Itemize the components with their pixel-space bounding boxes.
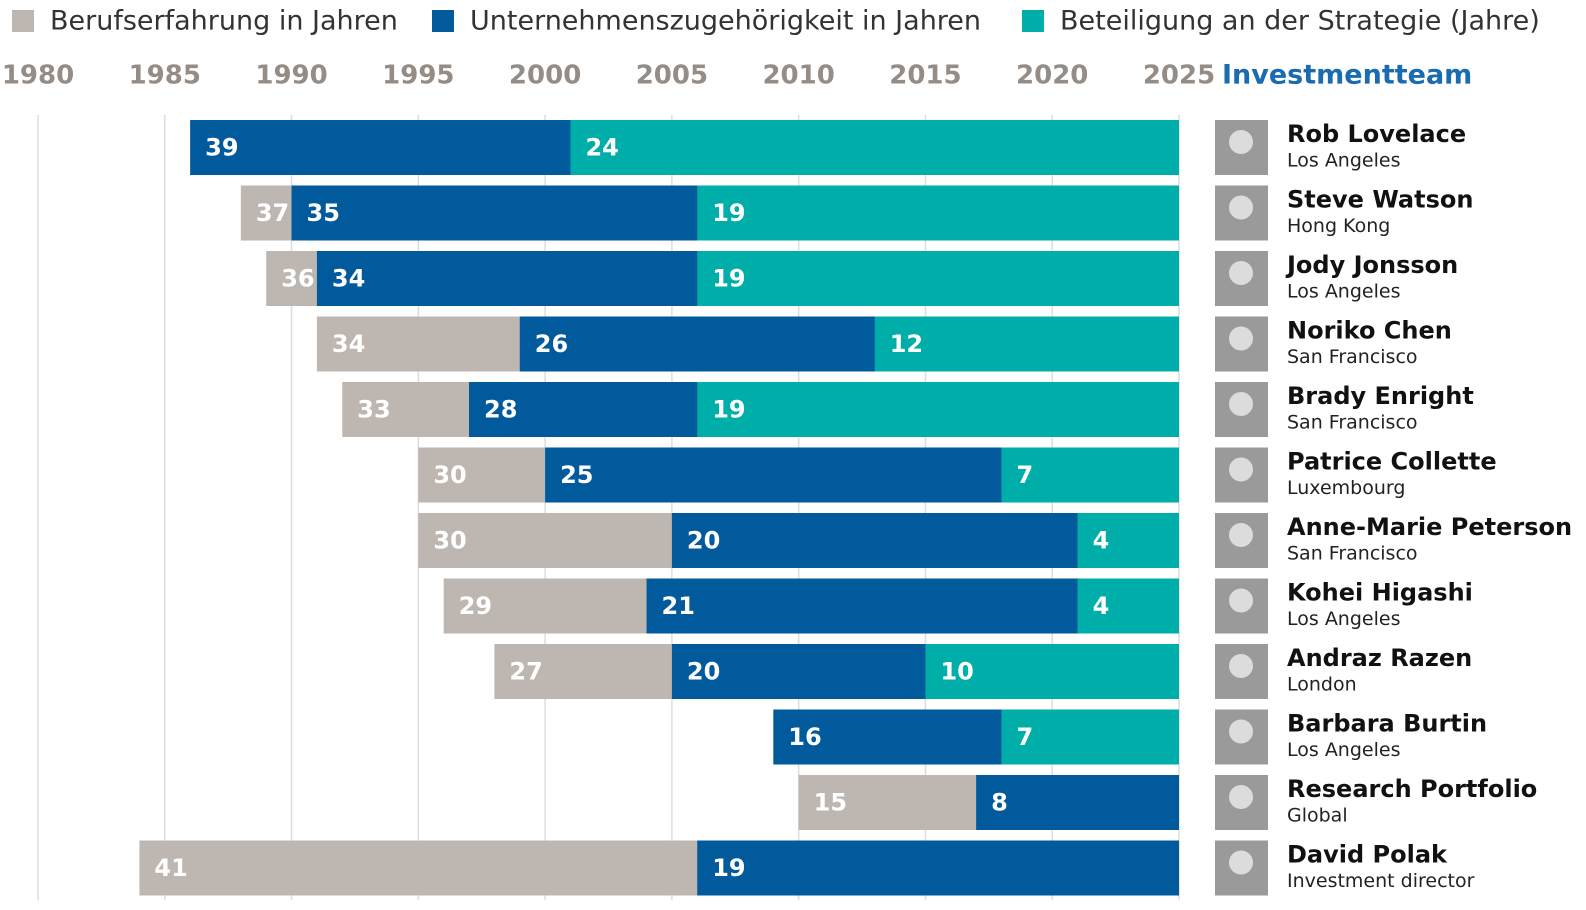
value-label: 24 <box>585 134 618 162</box>
value-label: 4 <box>1093 527 1110 555</box>
photo-head <box>1229 392 1253 416</box>
value-label: 28 <box>484 396 517 424</box>
person-location: Los Angeles <box>1287 608 1400 630</box>
value-label: 20 <box>687 658 720 686</box>
value-label: 26 <box>535 330 568 358</box>
x-tick-label: 2020 <box>1016 61 1088 91</box>
bar <box>697 251 1179 306</box>
x-tick-label: 2010 <box>762 61 834 91</box>
x-tick-label: 2025 <box>1143 61 1215 91</box>
photo-head <box>1229 588 1253 613</box>
person-location: Luxembourg <box>1287 477 1405 499</box>
photo-head <box>1229 261 1253 285</box>
photo-head <box>1229 130 1253 154</box>
value-label: 12 <box>890 330 923 358</box>
legend-swatch <box>12 10 34 32</box>
photo-head <box>1229 195 1253 220</box>
photo-head <box>1229 654 1253 678</box>
bar <box>976 775 1179 830</box>
value-label: 19 <box>712 265 745 293</box>
value-label: 8 <box>991 789 1008 817</box>
person-name: Andraz Razen <box>1287 644 1472 672</box>
person-name: David Polak <box>1287 841 1448 869</box>
person-location: Los Angeles <box>1287 150 1400 172</box>
value-label: 16 <box>788 723 821 751</box>
person-name: Kohei Higashi <box>1287 579 1473 607</box>
person-name: Noriko Chen <box>1287 317 1452 345</box>
value-label: 37 <box>256 199 289 227</box>
bar <box>697 382 1179 437</box>
value-label: 19 <box>712 854 745 882</box>
bar <box>1077 513 1179 568</box>
person-location: Global <box>1287 805 1348 827</box>
value-label: 15 <box>814 789 847 817</box>
value-label: 10 <box>940 658 973 686</box>
bar <box>1001 709 1179 765</box>
value-label: 19 <box>712 396 745 424</box>
value-label: 19 <box>712 199 745 227</box>
value-label: 41 <box>154 854 187 882</box>
x-tick-label: 2005 <box>636 61 708 91</box>
photo-head <box>1229 523 1253 547</box>
photo-head <box>1229 457 1253 482</box>
value-label: 25 <box>560 461 593 489</box>
person-location: San Francisco <box>1287 543 1418 565</box>
person-location: London <box>1287 674 1357 696</box>
photo-head <box>1229 719 1253 744</box>
person-name: Steve Watson <box>1287 186 1473 214</box>
legend-label: Berufserfahrung in Jahren <box>50 6 398 37</box>
person-location: San Francisco <box>1287 412 1418 434</box>
value-label: 36 <box>281 265 314 293</box>
person-location: San Francisco <box>1287 346 1418 368</box>
x-tick-label: 1990 <box>255 61 327 91</box>
x-tick-label: 1985 <box>129 61 201 91</box>
team-header: Investmentteam <box>1222 60 1472 91</box>
bar <box>1077 578 1179 634</box>
value-label: 34 <box>332 265 365 293</box>
bar <box>697 185 1179 241</box>
value-label: 30 <box>433 527 466 555</box>
person-name: Rob Lovelace <box>1287 120 1466 148</box>
value-label: 4 <box>1093 592 1110 620</box>
person-location: Los Angeles <box>1287 281 1400 303</box>
value-label: 7 <box>1017 723 1034 751</box>
x-tick-label: 2000 <box>509 61 581 91</box>
legend-swatch <box>1022 10 1044 32</box>
value-label: 20 <box>687 527 720 555</box>
person-name: Barbara Burtin <box>1287 710 1487 738</box>
legend-label: Beteiligung an der Strategie (Jahre) <box>1060 6 1540 37</box>
person-name: Jody Jonsson <box>1285 251 1458 279</box>
photo-head <box>1229 850 1253 875</box>
value-label: 30 <box>433 461 466 489</box>
bar <box>697 840 1179 896</box>
bar <box>1001 447 1179 503</box>
legend-label: Unternehmenszugehörigkeit in Jahren <box>470 6 981 37</box>
bar <box>925 644 1179 699</box>
value-label: 29 <box>459 592 492 620</box>
value-label: 39 <box>205 134 238 162</box>
bar <box>874 316 1179 372</box>
value-label: 35 <box>307 199 340 227</box>
person-name: Patrice Collette <box>1287 448 1497 476</box>
value-label: 34 <box>332 330 365 358</box>
value-label: 21 <box>662 592 695 620</box>
x-tick-label: 2015 <box>889 61 961 91</box>
photo-head <box>1229 326 1253 351</box>
x-tick-label: 1980 <box>2 61 74 91</box>
value-label: 33 <box>357 396 390 424</box>
photo-head <box>1229 785 1253 809</box>
bar <box>570 120 1179 175</box>
person-location: Hong Kong <box>1287 215 1390 237</box>
x-tick-label: 1995 <box>382 61 454 91</box>
person-name: Brady Enright <box>1287 382 1474 410</box>
legend-swatch <box>432 10 454 32</box>
value-label: 27 <box>509 658 542 686</box>
person-location: Los Angeles <box>1287 739 1400 761</box>
person-name: Research Portfolio <box>1287 775 1537 803</box>
person-location: Investment director <box>1287 870 1475 892</box>
person-name: Anne-Marie Peterson <box>1287 513 1572 541</box>
value-label: 7 <box>1017 461 1034 489</box>
